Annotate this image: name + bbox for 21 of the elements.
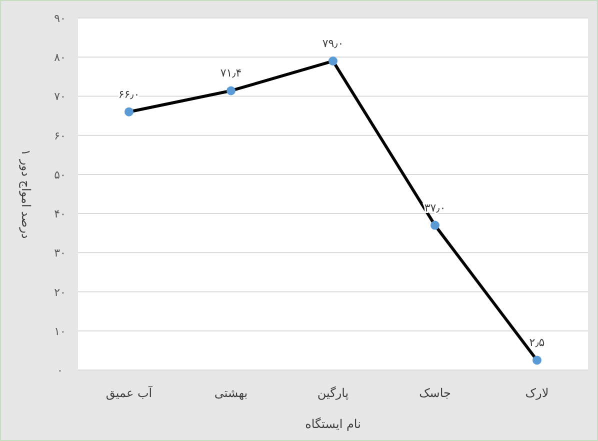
y-tick-label: ۲۰ xyxy=(54,286,66,299)
x-tick-label: جاسک xyxy=(419,386,451,400)
y-tick-label: ۴۰ xyxy=(54,208,66,221)
y-axis-title: درصد امواج دور ۱ xyxy=(19,149,33,239)
y-tick-label: ۹۰ xyxy=(54,12,66,25)
y-tick-label: ۷۰ xyxy=(54,90,66,104)
data-label: ۷۱٫۴ xyxy=(220,66,242,80)
data-label: ۲٫۵ xyxy=(529,336,545,350)
x-axis-title: نام ایستگاه xyxy=(305,417,361,431)
y-tick-label: ۱۰ xyxy=(54,324,66,338)
y-tick-label: ۰ xyxy=(57,364,63,377)
y-tick-label: ۳۰ xyxy=(54,246,66,260)
data-label: ۷۹٫۰ xyxy=(322,37,344,50)
x-tick-label: لارک xyxy=(525,386,549,400)
x-tick-label: پارگین xyxy=(317,386,349,400)
x-tick-label: آب عمیق xyxy=(106,385,153,400)
y-tick-label: ۵۰ xyxy=(54,168,66,182)
y-tick-label: ۸۰ xyxy=(54,51,66,64)
data-label: ۶۶٫۰ xyxy=(118,88,140,101)
y-tick-label: ۶۰ xyxy=(54,129,66,142)
x-tick-label: بهشتی xyxy=(214,386,248,400)
